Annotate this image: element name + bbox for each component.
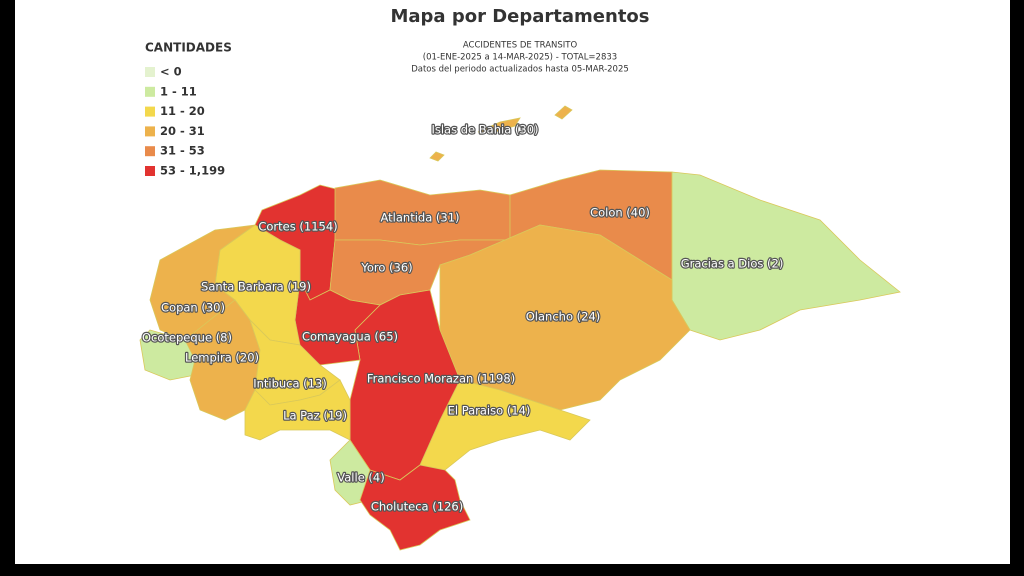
department-labels: Islas de Bahia (30) Cortes (1154) Atlant…	[141, 121, 785, 514]
department-label: Comayagua (65)	[302, 330, 398, 344]
departments	[139, 105, 901, 551]
department-label: Gracias a Dios (2)	[681, 257, 784, 271]
legend-label: 11 - 20	[160, 104, 205, 118]
department-label: Intibuca (13)	[253, 377, 327, 391]
subtitle: Datos del periodo actualizados hasta 05-…	[411, 65, 629, 75]
department-label: Olancho (24)	[526, 310, 601, 324]
legend-swatch	[145, 86, 155, 97]
department-label: La Paz (19)	[283, 409, 347, 423]
department-label: Valle (4)	[337, 471, 384, 485]
subtitle: ACCIDENTES DE TRANSITO	[463, 41, 578, 51]
subtitle: (01-ENE-2025 a 14-MAR-2025) - TOTAL=2833	[423, 53, 617, 63]
department-area	[554, 105, 573, 120]
legend-label: < 0	[160, 65, 182, 79]
department-area	[429, 151, 445, 162]
department-label: Choluteca (126)	[371, 500, 463, 514]
department-shape	[244, 379, 351, 441]
department-label: Ocotepeque (8)	[142, 331, 232, 345]
department-label: Islas de Bahia (30)	[431, 123, 538, 137]
legend-label: 31 - 53	[160, 144, 205, 158]
legend-title: CANTIDADES	[145, 41, 232, 55]
department-label: El Paraiso (14)	[448, 404, 531, 418]
department-area	[244, 379, 351, 441]
department-shape	[359, 464, 471, 551]
department-label: Yoro (36)	[360, 261, 412, 275]
department-label: Santa Barbara (19)	[201, 280, 311, 294]
department-label: Colon (40)	[590, 206, 650, 220]
department-label: Atlantida (31)	[380, 211, 459, 225]
department-area	[477, 117, 521, 133]
department-shape	[429, 105, 573, 162]
department-area	[359, 464, 471, 551]
legend-swatch	[145, 126, 155, 137]
department-label: Copan (30)	[161, 301, 225, 315]
department-label: Cortes (1154)	[258, 220, 337, 234]
legend-swatch	[145, 106, 155, 117]
department-label: Francisco Morazan (1198)	[367, 372, 515, 386]
legend-label: 20 - 31	[160, 124, 205, 138]
department-label: Lempira (20)	[185, 351, 259, 365]
legend-swatch	[145, 67, 155, 77]
legend-label: 53 - 1,199	[160, 164, 225, 178]
title: Mapa por Departamentos	[390, 6, 649, 27]
legend-swatch	[145, 166, 155, 176]
legend: < 0 1 - 11 11 - 20 20 - 31 31 - 53 53 - 1,199	[145, 65, 225, 178]
legend-swatch	[145, 146, 155, 157]
legend-label: 1 - 11	[160, 84, 197, 98]
